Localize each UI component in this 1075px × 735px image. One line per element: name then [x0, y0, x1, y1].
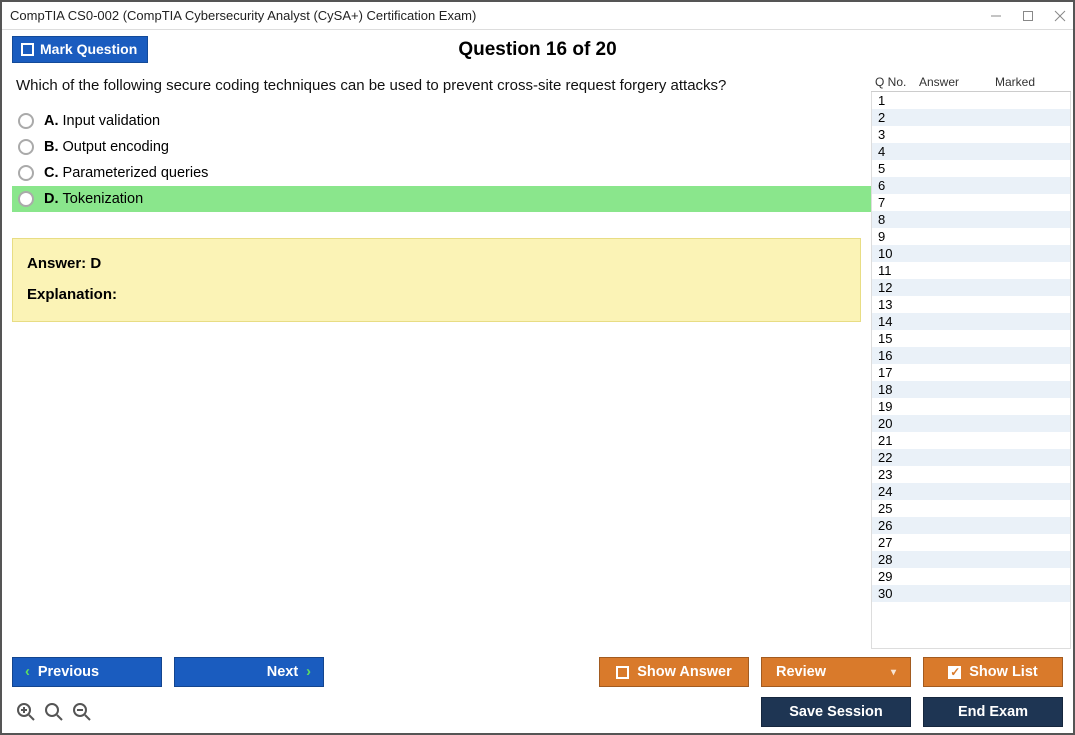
- question-row[interactable]: 6: [872, 177, 1070, 194]
- sidebar-header-qno: Q No.: [875, 75, 919, 89]
- explanation-label: Explanation:: [27, 286, 846, 303]
- question-row[interactable]: 16: [872, 347, 1070, 364]
- question-list-container: 1234567891011121314151617181920212223242…: [871, 92, 1071, 649]
- toolbar: Mark Question Question 16 of 20: [2, 30, 1073, 73]
- footer-row-2: Save Session End Exam: [12, 697, 1063, 727]
- zoom-reset-icon[interactable]: [44, 702, 64, 722]
- review-dropdown[interactable]: Review ▾: [761, 657, 911, 687]
- review-label: Review: [776, 664, 826, 680]
- end-exam-label: End Exam: [958, 704, 1028, 720]
- answer-label: Answer: D: [27, 255, 846, 272]
- minimize-icon[interactable]: [989, 9, 1003, 23]
- question-heading: Question 16 of 20: [458, 39, 616, 61]
- question-row[interactable]: 20: [872, 415, 1070, 432]
- show-list-label: Show List: [969, 664, 1037, 680]
- zoom-controls: [12, 702, 92, 722]
- radio-icon[interactable]: [18, 191, 34, 207]
- question-row[interactable]: 11: [872, 262, 1070, 279]
- question-row[interactable]: 5: [872, 160, 1070, 177]
- radio-icon[interactable]: [18, 165, 34, 181]
- show-answer-label: Show Answer: [637, 664, 732, 680]
- save-session-button[interactable]: Save Session: [761, 697, 911, 727]
- end-exam-button[interactable]: End Exam: [923, 697, 1063, 727]
- main-area: Which of the following secure coding tec…: [2, 73, 1073, 649]
- question-row[interactable]: 26: [872, 517, 1070, 534]
- sidebar-header: Q No. Answer Marked: [871, 73, 1071, 92]
- titlebar: CompTIA CS0-002 (CompTIA Cybersecurity A…: [2, 2, 1073, 30]
- choice-label: D. Tokenization: [44, 191, 143, 207]
- question-row[interactable]: 24: [872, 483, 1070, 500]
- mark-question-button[interactable]: Mark Question: [12, 36, 148, 63]
- question-text: Which of the following secure coding tec…: [12, 73, 871, 108]
- question-row[interactable]: 17: [872, 364, 1070, 381]
- sidebar-header-marked: Marked: [995, 75, 1071, 89]
- question-row[interactable]: 25: [872, 500, 1070, 517]
- choice-c[interactable]: C. Parameterized queries: [12, 160, 871, 186]
- zoom-out-icon[interactable]: [72, 702, 92, 722]
- choice-label: C. Parameterized queries: [44, 165, 208, 181]
- show-answer-checkbox-icon: [616, 666, 629, 679]
- question-row[interactable]: 14: [872, 313, 1070, 330]
- question-row[interactable]: 23: [872, 466, 1070, 483]
- mark-question-label: Mark Question: [40, 41, 137, 57]
- choice-b[interactable]: B. Output encoding: [12, 134, 871, 160]
- question-row[interactable]: 19: [872, 398, 1070, 415]
- choice-d[interactable]: D. Tokenization: [12, 186, 871, 212]
- question-row[interactable]: 21: [872, 432, 1070, 449]
- question-sidebar: Q No. Answer Marked 12345678910111213141…: [871, 73, 1073, 649]
- choice-label: B. Output encoding: [44, 139, 169, 155]
- question-row[interactable]: 4: [872, 143, 1070, 160]
- save-session-label: Save Session: [789, 704, 883, 720]
- answer-box: Answer: D Explanation:: [12, 238, 861, 322]
- zoom-in-icon[interactable]: [16, 702, 36, 722]
- question-row[interactable]: 18: [872, 381, 1070, 398]
- maximize-icon[interactable]: [1021, 9, 1035, 23]
- mark-checkbox-icon: [21, 43, 34, 56]
- question-row[interactable]: 29: [872, 568, 1070, 585]
- question-row[interactable]: 9: [872, 228, 1070, 245]
- question-row[interactable]: 13: [872, 296, 1070, 313]
- question-row[interactable]: 12: [872, 279, 1070, 296]
- app-window: CompTIA CS0-002 (CompTIA Cybersecurity A…: [0, 0, 1075, 735]
- chevron-right-icon: ›: [306, 664, 311, 680]
- question-row[interactable]: 27: [872, 534, 1070, 551]
- radio-icon[interactable]: [18, 113, 34, 129]
- question-row[interactable]: 2: [872, 109, 1070, 126]
- footer: ‹ Previous Next › Show Answer Review ▾ S…: [2, 649, 1073, 733]
- window-controls: [989, 9, 1067, 23]
- previous-label: Previous: [38, 664, 99, 680]
- sidebar-header-answer: Answer: [919, 75, 995, 89]
- question-row[interactable]: 3: [872, 126, 1070, 143]
- question-row[interactable]: 22: [872, 449, 1070, 466]
- close-icon[interactable]: [1053, 9, 1067, 23]
- choice-label: A. Input validation: [44, 113, 160, 129]
- question-row[interactable]: 1: [872, 92, 1070, 109]
- show-list-checkbox-icon: [948, 666, 961, 679]
- choice-a[interactable]: A. Input validation: [12, 108, 871, 134]
- radio-icon[interactable]: [18, 139, 34, 155]
- question-row[interactable]: 30: [872, 585, 1070, 602]
- choices-list: A. Input validation B. Output encoding C. …: [12, 108, 871, 212]
- next-label: Next: [267, 664, 298, 680]
- question-list[interactable]: 1234567891011121314151617181920212223242…: [872, 92, 1070, 648]
- window-title: CompTIA CS0-002 (CompTIA Cybersecurity A…: [10, 8, 476, 23]
- question-row[interactable]: 15: [872, 330, 1070, 347]
- question-row[interactable]: 28: [872, 551, 1070, 568]
- show-answer-button[interactable]: Show Answer: [599, 657, 749, 687]
- question-row[interactable]: 8: [872, 211, 1070, 228]
- content-column: Which of the following secure coding tec…: [2, 73, 871, 649]
- previous-button[interactable]: ‹ Previous: [12, 657, 162, 687]
- next-button[interactable]: Next ›: [174, 657, 324, 687]
- footer-row-1: ‹ Previous Next › Show Answer Review ▾ S…: [12, 657, 1063, 687]
- question-row[interactable]: 7: [872, 194, 1070, 211]
- caret-down-icon: ▾: [891, 667, 896, 678]
- show-list-button[interactable]: Show List: [923, 657, 1063, 687]
- chevron-left-icon: ‹: [25, 664, 30, 680]
- question-row[interactable]: 10: [872, 245, 1070, 262]
